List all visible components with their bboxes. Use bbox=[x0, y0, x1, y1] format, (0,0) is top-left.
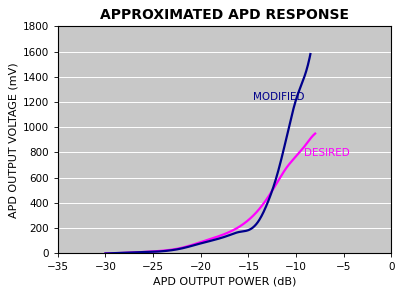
Text: DESIRED: DESIRED bbox=[304, 148, 349, 158]
X-axis label: APD OUTPUT POWER (dB): APD OUTPUT POWER (dB) bbox=[153, 277, 296, 287]
Y-axis label: APD OUTPUT VOLTAGE (mV): APD OUTPUT VOLTAGE (mV) bbox=[8, 62, 18, 218]
Title: APPROXIMATED APD RESPONSE: APPROXIMATED APD RESPONSE bbox=[100, 8, 349, 22]
Text: MODIFIED: MODIFIED bbox=[253, 92, 305, 102]
